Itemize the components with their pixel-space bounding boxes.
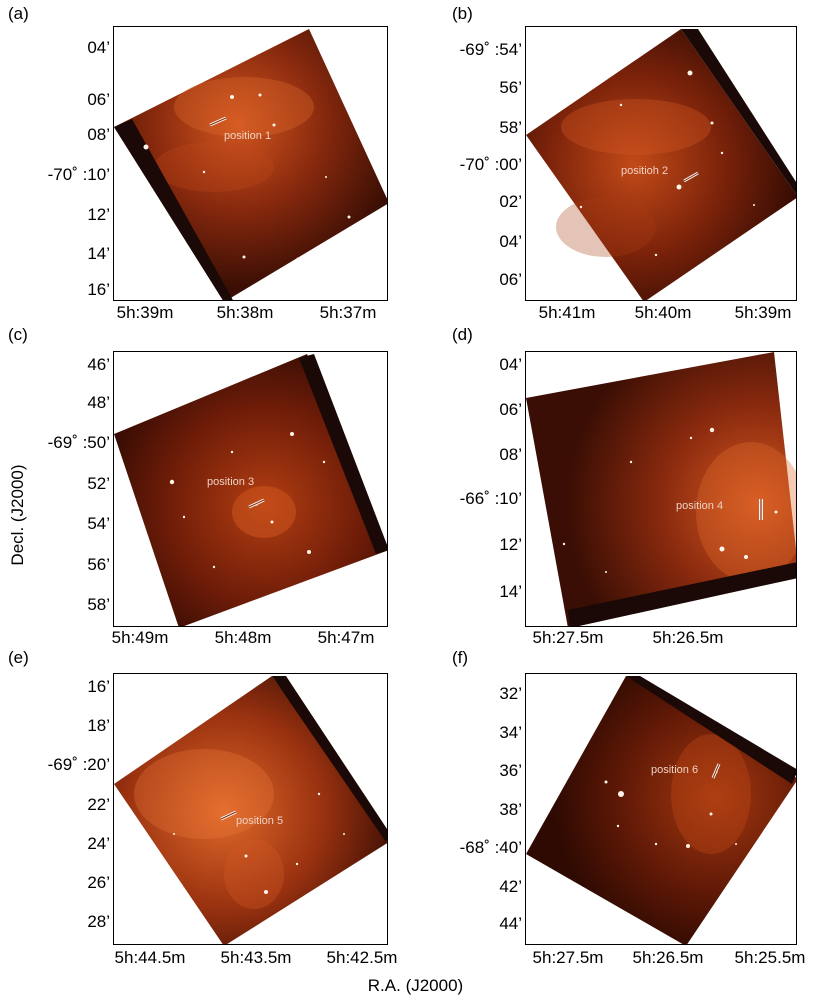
y-tick-label: 26’	[87, 873, 110, 892]
y-tick-label: 56’	[499, 78, 522, 97]
slit-annotation: position 4	[676, 500, 723, 512]
x-tick-label: 5h:39m	[734, 303, 792, 322]
y-tick-label: 22’	[87, 795, 110, 814]
x-tick-label: 5h:42.5m	[326, 948, 398, 967]
slit-annotation: position 3	[207, 476, 254, 488]
y-tick-label: 36’	[499, 761, 522, 780]
y-tick-label: 58’	[499, 118, 522, 137]
x-tick-label: 5h:25.5m	[734, 948, 806, 967]
y-tick-label: 06’	[87, 90, 110, 109]
x-tick-label: 5h:37m	[319, 303, 377, 322]
panel-label: (a)	[8, 4, 29, 23]
y-axis-title: Decl. (J2000)	[8, 464, 27, 566]
nebula-image: positioh 2	[526, 29, 796, 300]
x-tick-label: 5h:27.5m	[532, 948, 604, 967]
y-tick-label: 46’	[87, 355, 110, 374]
y-tick-label: 16’	[87, 280, 110, 299]
y-tick-label: -70˚ :00’	[459, 155, 522, 174]
image-frame: positioh 2	[525, 26, 797, 301]
x-axis-title: R.A. (J2000)	[367, 976, 464, 995]
x-tick-label: 5h:26.5m	[632, 948, 704, 967]
panel-label: (e)	[8, 648, 29, 667]
x-tick-label: 5h:48m	[214, 628, 272, 647]
y-tick-label: 58’	[87, 595, 110, 614]
y-tick-label: 54’	[87, 514, 110, 533]
slit-annotation: position 5	[236, 815, 283, 827]
image-frame: position 4	[525, 351, 797, 627]
x-tick-label: 5h:44.5m	[114, 948, 186, 967]
y-tick-label: 18’	[87, 716, 110, 735]
y-tick-label: -69˚ :54’	[459, 40, 522, 59]
slit-annotation: position 6	[651, 764, 698, 776]
y-tick-label: 42’	[499, 877, 522, 896]
slit-annotation: positioh 2	[621, 165, 668, 177]
y-tick-label: 38’	[499, 800, 522, 819]
nebula-image: position 4	[526, 352, 796, 626]
y-tick-label: -69˚ :50’	[47, 433, 110, 452]
y-tick-label: 12’	[87, 205, 110, 224]
x-tick-label: 5h:47m	[317, 628, 375, 647]
image-frame: position 3	[113, 351, 388, 627]
y-tick-label: -68˚ :40’	[459, 838, 522, 857]
nebula-image: position 5	[114, 676, 387, 944]
y-tick-label: 32’	[499, 684, 522, 703]
x-tick-label: 5h:40m	[634, 303, 692, 322]
image-frame: position 1	[113, 26, 388, 301]
y-tick-label: 12’	[499, 535, 522, 554]
y-tick-label: -70˚ :10’	[47, 165, 110, 184]
nebula-image: position 6	[526, 676, 796, 944]
y-tick-label: 24’	[87, 834, 110, 853]
y-tick-label: 48’	[87, 393, 110, 412]
nebula-image: position 1	[114, 29, 387, 300]
panel-label: (d)	[452, 325, 473, 344]
y-tick-label: 08’	[499, 445, 522, 464]
y-tick-label: -66˚ :10’	[459, 489, 522, 508]
panel-label: (f)	[452, 648, 469, 667]
slit-annotation: position 1	[224, 130, 271, 142]
y-tick-label: 06’	[499, 400, 522, 419]
x-tick-label: 5h:39m	[116, 303, 174, 322]
y-tick-label: 04’	[499, 232, 522, 251]
y-tick-label: 04’	[87, 38, 110, 57]
y-tick-label: 04’	[499, 355, 522, 374]
y-tick-label: 14’	[87, 244, 110, 263]
y-tick-label: 52’	[87, 474, 110, 493]
image-frame: position 6	[525, 673, 797, 945]
y-tick-label: -69˚ :20’	[47, 755, 110, 774]
y-tick-label: 28’	[87, 912, 110, 931]
x-tick-label: 5h:41m	[538, 303, 596, 322]
x-tick-label: 5h:26.5m	[652, 628, 724, 647]
x-tick-label: 5h:38m	[216, 303, 274, 322]
y-tick-label: 14’	[499, 582, 522, 601]
y-tick-label: 02’	[499, 192, 522, 211]
x-tick-label: 5h:27.5m	[532, 628, 604, 647]
image-frame: position 5	[113, 673, 388, 945]
y-tick-label: 08’	[87, 125, 110, 144]
y-tick-label: 44’	[499, 914, 522, 933]
y-tick-label: 16’	[87, 677, 110, 696]
y-tick-label: 06’	[499, 270, 522, 289]
y-tick-label: 56’	[87, 555, 110, 574]
nebula-image: position 3	[114, 354, 387, 626]
panel-label: (c)	[8, 325, 28, 344]
x-tick-label: 5h:43.5m	[220, 948, 292, 967]
x-tick-label: 5h:49m	[111, 628, 169, 647]
panel-label: (b)	[452, 4, 473, 23]
y-tick-label: 34’	[499, 723, 522, 742]
